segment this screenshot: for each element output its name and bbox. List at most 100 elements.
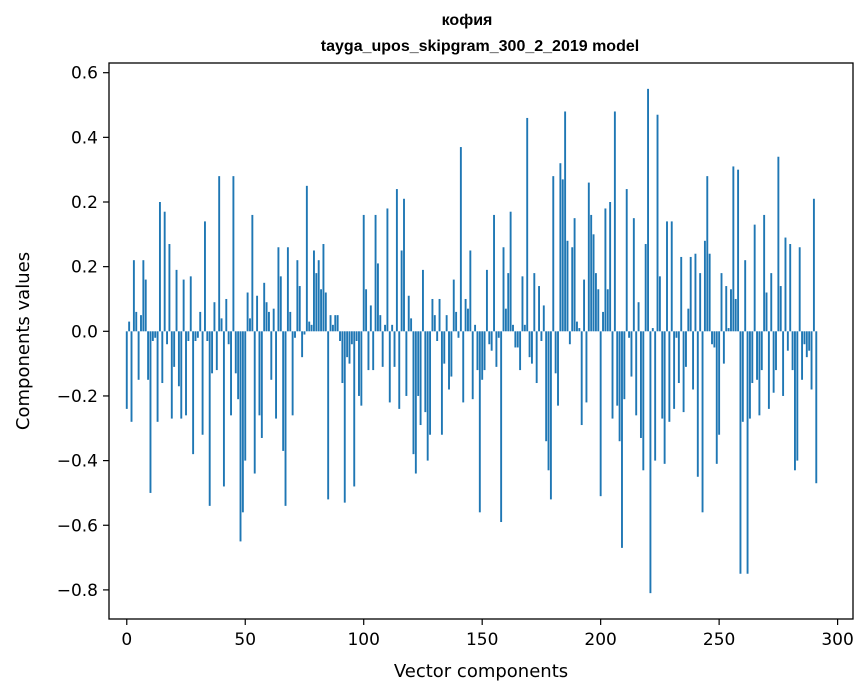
bar-component-52 xyxy=(249,318,251,332)
bar-component-131 xyxy=(436,331,439,341)
bar-component-103 xyxy=(369,305,372,332)
x-tick-label: 300 xyxy=(821,630,853,650)
bar-component-190 xyxy=(576,321,578,332)
bar-component-20 xyxy=(173,331,176,367)
bar-component-12 xyxy=(154,331,157,338)
bar-component-93 xyxy=(346,331,349,358)
bar-component-147 xyxy=(474,324,477,332)
bar-component-235 xyxy=(682,331,685,413)
bar-component-176 xyxy=(542,305,545,332)
bars-group xyxy=(125,88,818,594)
x-tick-label: 0 xyxy=(121,630,132,650)
bar-component-45 xyxy=(232,176,235,332)
bar-component-51 xyxy=(246,292,249,332)
bar-component-240 xyxy=(694,253,697,332)
bar-component-70 xyxy=(291,331,294,416)
bar-component-192 xyxy=(580,331,583,426)
bar-component-150 xyxy=(481,331,484,380)
bar-component-32 xyxy=(201,331,204,435)
bar-component-61 xyxy=(270,331,273,380)
bar-component-213 xyxy=(630,331,633,377)
bar-component-85 xyxy=(327,331,330,500)
bar-component-57 xyxy=(260,331,263,438)
bar-component-49 xyxy=(241,331,244,513)
bar-component-25 xyxy=(185,331,187,416)
bar-component-107 xyxy=(379,315,382,332)
bar-component-47 xyxy=(237,331,240,400)
bar-component-86 xyxy=(329,315,332,332)
bar-component-114 xyxy=(395,189,398,332)
bar-component-258 xyxy=(737,169,740,332)
bar-component-66 xyxy=(282,331,285,451)
bar-component-165 xyxy=(516,331,519,348)
bar-component-84 xyxy=(324,292,327,332)
bar-component-206 xyxy=(613,111,616,332)
bar-component-230 xyxy=(670,221,673,332)
bar-component-177 xyxy=(545,331,548,442)
bar-component-1 xyxy=(128,321,131,332)
bar-component-259 xyxy=(739,331,742,574)
bar-component-197 xyxy=(592,234,595,332)
bar-component-14 xyxy=(158,202,161,332)
bar-component-125 xyxy=(422,269,424,332)
bar-component-104 xyxy=(372,331,375,371)
bar-component-4 xyxy=(135,311,138,332)
bar-component-273 xyxy=(772,331,775,393)
bar-component-290 xyxy=(812,198,815,332)
bar-component-59 xyxy=(265,302,268,332)
bar-component-154 xyxy=(490,331,493,351)
bar-component-170 xyxy=(528,331,531,358)
bar-component-54 xyxy=(253,331,256,474)
bar-component-220 xyxy=(647,88,649,332)
bar-component-249 xyxy=(715,331,718,464)
bar-component-247 xyxy=(711,331,713,345)
axes-group: 0 50 100 150 200 250 300 −0.8 −0.6 −0.4 −0.2 0.0 0.2… xyxy=(57,64,854,650)
bar-component-48 xyxy=(239,331,242,542)
bar-component-28 xyxy=(192,331,195,455)
bar-component-204 xyxy=(609,202,612,332)
bar-component-89 xyxy=(336,315,339,332)
bar-component-234 xyxy=(680,256,683,332)
bar-component-69 xyxy=(289,311,292,332)
bar-component-175 xyxy=(540,331,543,341)
bar-component-268 xyxy=(760,331,763,371)
bar-component-184 xyxy=(561,179,564,332)
bar-component-205 xyxy=(611,331,614,419)
bar-component-252 xyxy=(722,331,725,364)
bar-component-7 xyxy=(142,260,145,332)
bar-component-219 xyxy=(644,244,647,332)
bar-component-120 xyxy=(410,318,413,332)
bar-component-201 xyxy=(602,311,604,332)
bar-component-278 xyxy=(784,237,787,332)
bar-component-274 xyxy=(775,331,777,371)
bar-component-11 xyxy=(151,331,154,341)
bar-component-98 xyxy=(358,331,360,396)
bar-component-191 xyxy=(578,328,581,332)
bar-component-187 xyxy=(568,331,571,345)
bar-component-132 xyxy=(438,298,441,332)
bar-component-286 xyxy=(803,331,806,345)
bar-component-181 xyxy=(554,331,557,374)
bar-component-82 xyxy=(320,289,323,332)
bar-component-126 xyxy=(424,331,427,413)
bar-component-291 xyxy=(815,331,818,484)
bar-component-113 xyxy=(393,331,396,367)
bar-component-35 xyxy=(208,331,211,506)
bar-component-254 xyxy=(727,328,730,332)
bar-component-157 xyxy=(497,331,500,338)
bar-component-245 xyxy=(706,176,709,332)
bar-component-133 xyxy=(440,331,443,435)
bar-component-246 xyxy=(708,253,711,332)
bar-component-23 xyxy=(180,331,183,419)
bar-component-196 xyxy=(590,214,593,332)
bar-component-261 xyxy=(744,260,747,332)
bar-component-96 xyxy=(353,331,356,487)
y-tick-label: 0.4 xyxy=(71,128,98,148)
bar-component-222 xyxy=(651,328,654,332)
bar-component-167 xyxy=(521,276,524,332)
bar-component-134 xyxy=(443,331,446,364)
bar-component-251 xyxy=(720,273,723,332)
bar-component-239 xyxy=(692,331,695,390)
bar-component-43 xyxy=(227,331,230,345)
bar-component-210 xyxy=(623,331,626,400)
